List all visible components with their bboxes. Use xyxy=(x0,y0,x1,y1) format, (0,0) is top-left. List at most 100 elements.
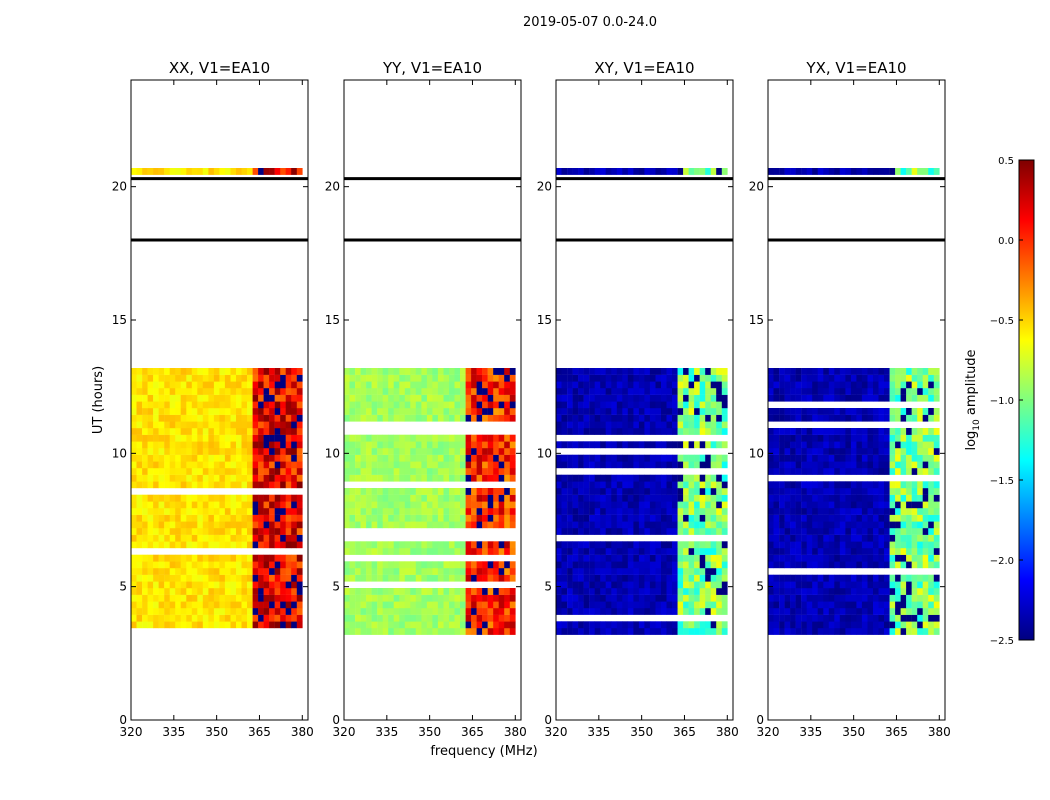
heatmap-cell xyxy=(856,481,863,489)
heatmap-cell xyxy=(644,628,651,635)
heatmap-cell xyxy=(247,408,253,415)
x-tick-label: 335 xyxy=(799,725,822,739)
heatmap-cell xyxy=(465,548,472,555)
heatmap-cell xyxy=(578,168,584,175)
heatmap-cell xyxy=(638,521,645,529)
heatmap-cell xyxy=(487,514,494,522)
heatmap-cell xyxy=(721,594,728,602)
heatmap-cell xyxy=(911,614,918,622)
heatmap-cell xyxy=(906,481,912,489)
heatmap-cell xyxy=(922,628,929,635)
heatmap-cell xyxy=(504,548,510,555)
heatmap-cell xyxy=(594,408,601,415)
heatmap-cell xyxy=(611,381,618,389)
heatmap-cell xyxy=(889,168,896,175)
heatmap-cell xyxy=(779,394,785,402)
heatmap-cell xyxy=(399,394,406,402)
heatmap-cell xyxy=(285,468,292,475)
heatmap-cell xyxy=(616,488,623,495)
heatmap-cell xyxy=(672,168,678,175)
heatmap-cell xyxy=(895,628,901,635)
heatmap-cell xyxy=(142,594,148,602)
heatmap-cell xyxy=(917,514,923,522)
heatmap-cell xyxy=(867,481,874,489)
heatmap-cell xyxy=(801,508,807,515)
heatmap-cell xyxy=(633,601,640,609)
heatmap-cell xyxy=(296,394,303,402)
heatmap-cell xyxy=(399,474,406,482)
heatmap-cell xyxy=(705,581,711,589)
heatmap-cell xyxy=(911,441,918,449)
heatmap-cell xyxy=(366,521,372,529)
y-tick-label: 0 xyxy=(119,713,127,727)
heatmap-cell xyxy=(158,468,165,475)
x-tick-label: 320 xyxy=(757,725,780,739)
heatmap-cell xyxy=(672,481,678,489)
heatmap-cell xyxy=(812,594,818,602)
heatmap-cell xyxy=(710,574,717,582)
heatmap-cell xyxy=(291,394,297,402)
heatmap-cell xyxy=(280,461,286,469)
heatmap-cell xyxy=(399,508,406,515)
x-tick-label: 350 xyxy=(418,725,441,739)
heatmap-cell xyxy=(839,628,846,635)
heatmap-cell xyxy=(410,454,417,462)
heatmap-cell xyxy=(366,621,372,629)
heatmap-cell xyxy=(928,601,934,609)
heatmap-cell xyxy=(900,508,907,515)
heatmap-cell xyxy=(449,628,455,635)
heatmap-cell xyxy=(230,514,237,522)
heatmap-cell xyxy=(823,414,830,422)
heatmap-cell xyxy=(839,548,846,555)
heatmap-cell xyxy=(867,454,874,462)
heatmap-cell xyxy=(784,454,791,462)
heatmap-cell xyxy=(583,374,590,382)
heatmap-cell xyxy=(928,521,934,529)
heatmap-cell xyxy=(790,454,796,462)
heatmap-cell xyxy=(605,628,612,635)
heatmap-cell xyxy=(274,414,281,422)
heatmap-cell xyxy=(230,454,237,462)
heatmap-cell xyxy=(672,401,678,409)
heatmap-cell xyxy=(191,468,198,475)
heatmap-cell xyxy=(142,374,148,382)
heatmap-cell xyxy=(721,588,728,595)
heatmap-cell xyxy=(482,521,488,529)
heatmap-cell xyxy=(661,494,667,502)
heatmap-cell xyxy=(806,548,813,555)
heatmap-cell xyxy=(258,614,264,622)
heatmap-cell xyxy=(627,561,634,569)
heatmap-cell xyxy=(371,374,378,382)
heatmap-cell xyxy=(197,494,204,502)
heatmap-cell xyxy=(437,541,444,549)
heatmap-cell xyxy=(611,368,618,375)
heatmap-cell xyxy=(349,394,356,402)
heatmap-cell xyxy=(867,521,874,529)
heatmap-cell xyxy=(504,568,510,575)
heatmap-cell xyxy=(296,388,303,395)
heatmap-cell xyxy=(884,368,890,375)
heatmap-cell xyxy=(230,368,237,375)
heatmap-cell xyxy=(241,528,248,535)
heatmap-cell xyxy=(812,628,818,635)
heatmap-cell xyxy=(454,514,461,522)
heatmap-cell xyxy=(823,561,830,569)
heatmap-cell xyxy=(895,414,901,422)
heatmap-cell xyxy=(476,548,483,555)
heatmap-cell xyxy=(426,628,433,635)
heatmap-cell xyxy=(688,421,695,429)
heatmap-cell xyxy=(773,368,780,375)
heatmap-cell xyxy=(710,494,717,502)
heatmap-cell xyxy=(666,474,673,482)
heatmap-cell xyxy=(147,368,154,375)
heatmap-cell xyxy=(252,454,259,462)
heatmap-cell xyxy=(611,474,618,482)
heatmap-cell xyxy=(415,568,422,575)
heatmap-cells xyxy=(556,168,728,635)
heatmap-cell xyxy=(677,488,684,495)
heatmap-cell xyxy=(633,608,640,615)
heatmap-cell xyxy=(280,454,286,462)
heatmap-cell xyxy=(236,594,242,602)
heatmap-cell xyxy=(252,614,259,622)
heatmap-cell xyxy=(208,534,215,542)
